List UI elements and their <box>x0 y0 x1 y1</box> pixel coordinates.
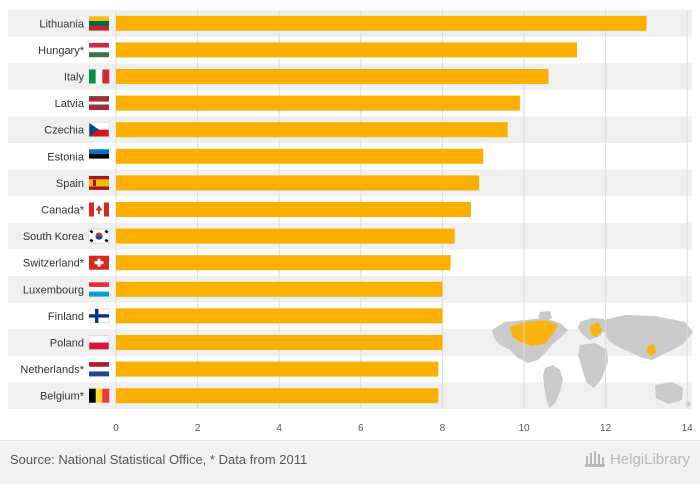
map-greenland <box>538 311 552 321</box>
x-tick-label: 12 <box>600 423 612 434</box>
category-label: Finland <box>48 311 84 323</box>
bar <box>116 69 549 84</box>
flag-latvia-icon <box>89 96 109 111</box>
x-tick-label: 14 <box>682 423 694 434</box>
flag-south-korea-icon <box>88 228 110 244</box>
flag-czechia-icon <box>88 122 110 137</box>
brand-logo[interactable]: HelgiLibrary <box>584 450 690 468</box>
bar <box>116 388 439 404</box>
category-label: Belgium* <box>40 391 85 403</box>
bar <box>116 42 578 58</box>
bar <box>116 95 520 111</box>
flag-estonia-icon <box>89 149 109 164</box>
category-label: Lithuania <box>39 18 85 30</box>
flag-finland-icon <box>88 308 110 324</box>
x-tick-label: 8 <box>440 423 446 434</box>
category-label: Hungary* <box>38 45 85 57</box>
flag-lithuania-icon <box>89 16 109 31</box>
footer: Source: National Statistical Office, * D… <box>0 440 700 484</box>
map-canada <box>510 320 558 346</box>
bar <box>116 228 455 244</box>
flag-luxembourg-icon <box>89 282 109 297</box>
map-australia <box>655 382 683 404</box>
map-south-america <box>543 365 563 408</box>
bar <box>116 281 443 297</box>
bar <box>116 15 647 31</box>
flag-spain-icon <box>89 175 109 190</box>
flag-netherlands-icon <box>89 362 109 377</box>
bar <box>116 202 471 217</box>
map-south-korea <box>647 344 656 356</box>
flag-canada-icon <box>89 202 109 217</box>
bar <box>116 148 484 164</box>
bar-chart: 0 2 4 6 8 10 12 14 Lithuania Hungary* Italy Latvia C… <box>8 10 694 434</box>
bar <box>116 335 443 350</box>
category-label: Netherlands* <box>20 364 84 376</box>
flag-italy-icon <box>89 69 110 84</box>
source-note: Source: National Statistical Office, * D… <box>10 452 308 467</box>
x-tick-label: 0 <box>113 423 119 434</box>
x-tick-label: 2 <box>195 423 201 434</box>
bar <box>116 361 439 377</box>
category-label: Canada* <box>41 205 85 217</box>
world-map <box>492 311 693 408</box>
bar <box>116 175 480 191</box>
category-label: Switzerland* <box>23 258 85 270</box>
x-tick-label: 4 <box>276 423 282 434</box>
library-building-icon <box>584 451 605 467</box>
flag-belgium-icon <box>89 388 110 403</box>
map-africa <box>578 343 608 388</box>
map-new-zealand <box>685 401 691 407</box>
map-asia <box>603 315 693 360</box>
category-label: Spain <box>56 178 84 190</box>
flag-hungary-icon <box>89 42 109 58</box>
category-label: South Korea <box>23 231 85 243</box>
bar <box>116 308 443 324</box>
flag-switzerland-icon <box>89 255 109 270</box>
x-tick-label: 10 <box>518 423 530 434</box>
category-label: Italy <box>64 72 85 84</box>
bar <box>116 122 508 138</box>
x-tick-label: 6 <box>358 423 364 434</box>
flag-poland-icon <box>88 335 110 350</box>
category-label: Czechia <box>44 125 85 137</box>
brand-name: HelgiLibrary <box>609 450 690 468</box>
category-label: Poland <box>50 338 84 350</box>
bar <box>116 255 451 271</box>
category-label: Latvia <box>55 98 85 110</box>
category-label: Luxembourg <box>23 284 84 296</box>
category-label: Estonia <box>47 151 85 163</box>
map-europe-highlight <box>590 322 602 337</box>
